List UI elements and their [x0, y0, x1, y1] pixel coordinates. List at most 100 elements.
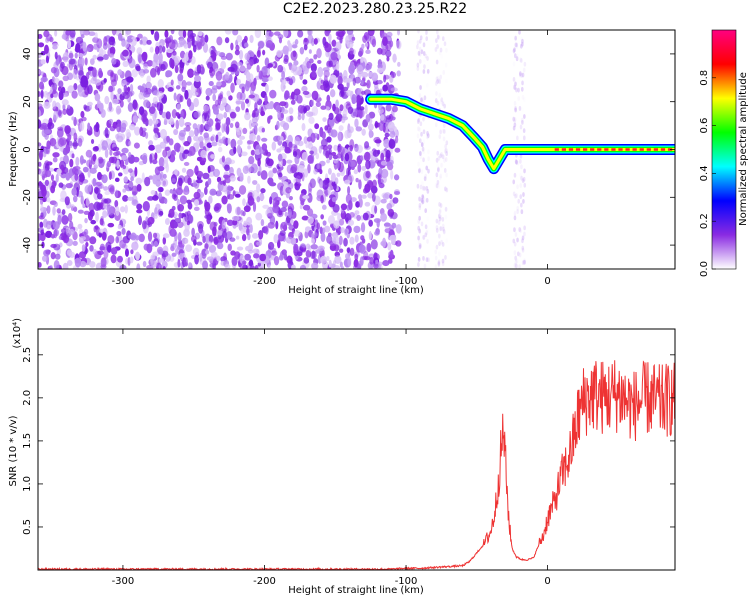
noise-blob [154, 31, 160, 42]
noise-blob [77, 223, 83, 230]
noise-blob [87, 185, 92, 193]
noise-streak [514, 255, 517, 261]
noise-blob [357, 108, 365, 118]
noise-streak [418, 215, 421, 221]
noise-blob [337, 212, 341, 222]
noise-blob [154, 65, 160, 73]
noise-streak [515, 258, 519, 264]
snr-x-axis: -300 -200 -100 0 [112, 329, 551, 587]
noise-blob [373, 253, 380, 261]
noise-blob [367, 30, 375, 37]
noise-blob [65, 172, 71, 181]
noise-blob [181, 57, 186, 63]
noise-blob [117, 224, 122, 230]
noise-streak [424, 208, 427, 214]
noise-blob [246, 216, 253, 226]
noise-streak [422, 255, 425, 261]
noise-blob [119, 100, 124, 108]
noise-blob [331, 151, 337, 157]
noise-blob [311, 69, 317, 78]
noise-blob [94, 225, 99, 230]
x-tick-label: 0 [544, 576, 550, 587]
noise-blob [240, 209, 244, 216]
noise-blob [182, 30, 187, 38]
noise-blob [197, 30, 203, 37]
noise-blob [281, 109, 289, 114]
noise-blob [388, 159, 394, 166]
noise-blob [384, 132, 390, 138]
noise-blob [283, 54, 289, 63]
noise-blob [332, 204, 340, 213]
noise-blob [159, 141, 167, 149]
noise-blob [307, 30, 313, 37]
noise-blob [313, 168, 318, 175]
noise-blob [212, 168, 221, 178]
noise-blob [338, 125, 344, 131]
noise-blob [170, 59, 175, 70]
noise-blob [183, 127, 188, 132]
noise-blob [138, 91, 144, 100]
noise-blob [373, 262, 381, 269]
noise-blob [124, 70, 132, 81]
noise-streak [422, 116, 425, 122]
noise-blob [43, 129, 51, 134]
noise-streak [423, 198, 426, 204]
noise-blob [82, 203, 86, 209]
noise-streak [522, 135, 526, 141]
y-tick-label: 2.0 [22, 390, 33, 406]
noise-streak [425, 257, 429, 263]
colorbar: 0.0 0.2 0.4 0.6 0.8 Normalized spectral ampl… [699, 29, 749, 277]
noise-blob [57, 214, 62, 225]
noise-blob [215, 190, 222, 197]
noise-blob [96, 100, 102, 109]
noise-streak [441, 36, 445, 42]
noise-blob [71, 90, 78, 99]
noise-streak [521, 94, 525, 100]
noise-blob [223, 138, 228, 146]
noise-blob [111, 98, 119, 105]
noise-blob [313, 38, 318, 45]
noise-blob [65, 182, 73, 189]
noise-blob [197, 173, 203, 178]
noise-blob [89, 167, 97, 174]
noise-streak [445, 47, 448, 53]
noise-blob [184, 211, 189, 222]
noise-blob [282, 45, 289, 55]
noise-blob [354, 118, 359, 128]
noise-blob [183, 43, 189, 49]
noise-blob [109, 149, 113, 156]
noise-blob [125, 30, 131, 36]
noise-streak [521, 247, 525, 253]
noise-streak [426, 56, 429, 61]
noise-blob [236, 167, 242, 177]
noise-blob [121, 155, 128, 161]
noise-blob [337, 83, 344, 90]
noise-blob [359, 155, 364, 162]
noise-blob [228, 73, 233, 83]
noise-blob [278, 37, 283, 44]
noise-blob [282, 122, 290, 131]
noise-streak [439, 162, 443, 168]
noise-blob [42, 197, 46, 203]
noise-streak [513, 227, 516, 233]
noise-streak [516, 53, 519, 59]
noise-blob [358, 194, 363, 200]
noise-blob [321, 204, 327, 210]
noise-blob [62, 92, 69, 98]
noise-blob [217, 137, 223, 147]
noise-blob [175, 248, 179, 255]
noise-streak [444, 144, 447, 149]
noise-blob [260, 188, 266, 194]
colorbar-tick-label: 0.4 [699, 165, 710, 181]
noise-blob [137, 85, 143, 91]
noise-blob [228, 95, 233, 101]
noise-blob [361, 194, 367, 199]
noise-blob [370, 239, 378, 250]
noise-blob [237, 139, 243, 146]
noise-streak [436, 34, 440, 40]
noise-blob [122, 49, 129, 57]
noise-streak [424, 232, 428, 238]
noise-blob [358, 179, 362, 190]
noise-blob [157, 249, 164, 255]
noise-blob [230, 250, 236, 256]
